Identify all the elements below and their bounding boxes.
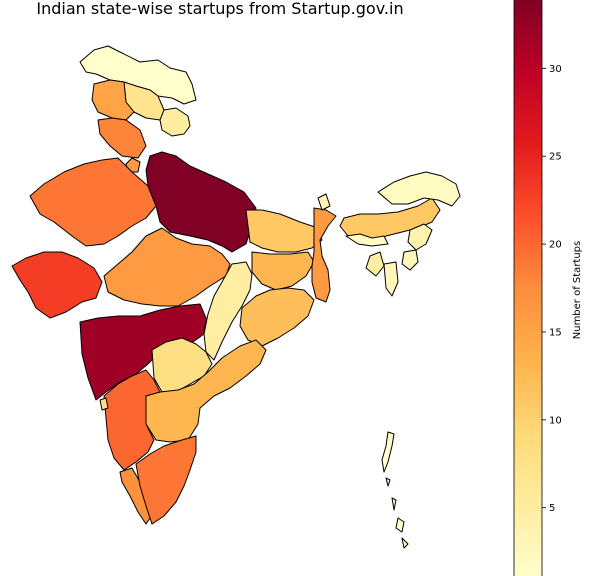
state-delhi	[125, 157, 141, 173]
state-andhra-pradesh	[145, 339, 267, 443]
state-meghalaya	[345, 233, 389, 247]
state-karnataka	[103, 369, 161, 471]
state-bihar	[245, 209, 323, 253]
state-tamil-nadu	[135, 435, 197, 525]
state-odisha	[239, 287, 315, 347]
chart-title: Indian state-wise startups from Startup.…	[36, 0, 403, 18]
state-mizoram	[383, 261, 399, 297]
state-haryana	[97, 117, 147, 159]
colorbar-tick-label: 20	[549, 240, 562, 251]
state-nagaland	[407, 223, 433, 251]
state-kerala	[119, 467, 151, 525]
colorbar-tick-label: 10	[549, 415, 562, 426]
colorbar-tick-label: 30	[549, 64, 562, 75]
state-uttar-pradesh	[145, 151, 257, 253]
colorbar: 5 10 15 20 25 30 Number of Startups	[513, 0, 583, 576]
state-rajasthan	[29, 157, 157, 247]
colorbar-tick-label: 5	[549, 503, 555, 514]
colorbar-tick-label: 25	[549, 152, 562, 163]
state-arunachal-pradesh	[377, 171, 461, 207]
colorbar-tick-label: 15	[549, 327, 562, 338]
state-uttarakhand	[159, 107, 191, 137]
state-gujarat	[11, 251, 103, 319]
state-telangana	[151, 337, 213, 393]
state-manipur	[401, 249, 419, 271]
state-chhattisgarh	[203, 261, 253, 361]
colorbar-gradient	[513, 0, 543, 576]
india-map	[11, 45, 461, 549]
state-tripura	[365, 251, 385, 277]
state-sikkim	[317, 193, 331, 211]
state-andaman-nicobar-islands	[381, 431, 409, 549]
state-madhya-pradesh	[103, 227, 231, 307]
state-jharkhand	[251, 251, 315, 291]
state-punjab	[91, 79, 135, 121]
state-goa	[99, 397, 109, 411]
colorbar-label: Number of Startups	[572, 241, 583, 340]
state-west-bengal	[311, 207, 337, 303]
